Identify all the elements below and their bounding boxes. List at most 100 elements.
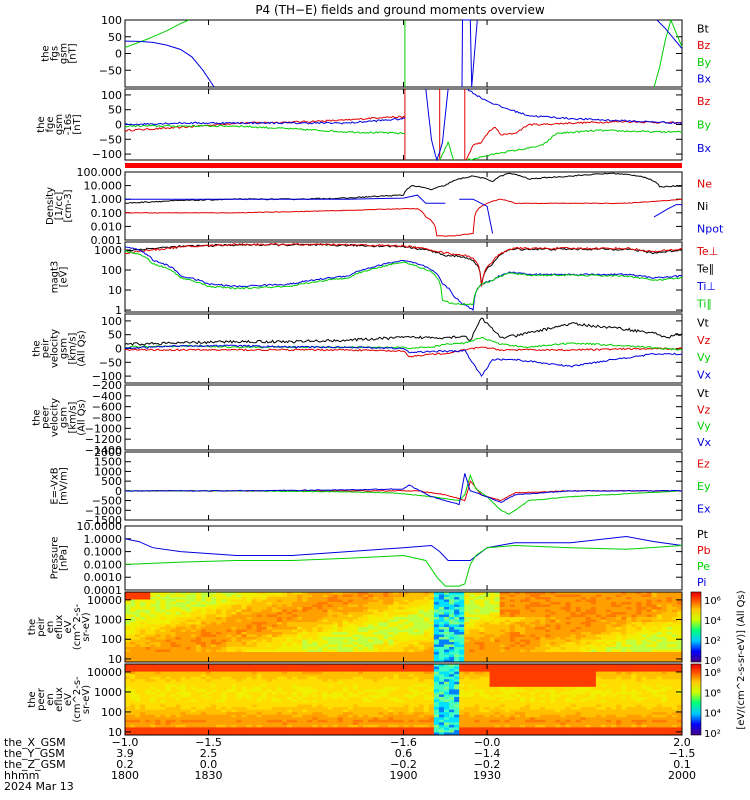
spectrogram-cell <box>312 659 319 662</box>
spectrogram-cell <box>621 599 627 603</box>
spectrogram-cell <box>600 592 607 596</box>
spectrogram-cell <box>307 597 313 601</box>
spectrogram-cell <box>504 622 511 626</box>
spectrogram-cell <box>246 597 253 601</box>
spectrogram-cell <box>433 604 440 608</box>
spectrogram-cell <box>378 619 384 623</box>
spectrogram-cell <box>616 639 622 643</box>
spectrogram-cell <box>226 654 232 658</box>
spectrogram-cell <box>130 696 136 701</box>
spectrogram-cell <box>170 639 177 643</box>
spectrogram-cell <box>322 679 329 683</box>
spectrogram-cell <box>606 597 612 601</box>
spectrogram-cell <box>504 647 511 651</box>
spectrogram-cell <box>200 709 207 713</box>
spectrogram-cell <box>226 681 232 685</box>
spectrogram-cell <box>211 602 217 606</box>
spectrogram-cell <box>519 627 526 631</box>
spectrogram-cell <box>256 679 263 683</box>
spectrogram-cell <box>327 624 334 628</box>
spectrogram-cell <box>317 724 324 728</box>
spectrogram-cell <box>489 622 496 626</box>
spectrogram-cell <box>140 614 146 618</box>
spectrogram-cell <box>261 681 268 685</box>
spectrogram-cell <box>266 639 273 643</box>
spectrogram-cell <box>165 644 172 648</box>
spectrogram-cell <box>200 659 207 662</box>
spectrogram-cell <box>550 604 557 608</box>
spectrogram-cell <box>575 594 582 598</box>
spectrogram-cell <box>195 632 202 636</box>
spectrogram-cell <box>595 609 602 613</box>
spectrogram-cell <box>626 639 632 643</box>
spectrogram-cell <box>479 644 486 648</box>
spectrogram-cell <box>362 597 369 601</box>
spectrogram-cell <box>373 647 379 651</box>
spectrogram-cell <box>621 644 627 648</box>
spectrogram-cell <box>519 657 526 661</box>
spectrogram-cell <box>600 649 607 653</box>
spectrogram-cell <box>408 612 415 616</box>
spectrogram-cell <box>651 634 658 638</box>
spectrogram-cell <box>276 664 283 668</box>
spectrogram-cell <box>302 689 308 693</box>
spectrogram-cell <box>565 649 572 653</box>
spectrogram-cell <box>281 592 288 596</box>
spectrogram-cell <box>580 609 587 613</box>
spectrogram-cell <box>216 642 222 646</box>
spectrogram-cell <box>337 669 344 673</box>
spectrogram-cell <box>352 602 359 606</box>
spectrogram-cell <box>342 609 349 613</box>
spectrogram-cell <box>606 659 612 662</box>
spectrogram-cell <box>433 627 440 631</box>
spectrogram-cell <box>489 614 496 618</box>
spectrogram-cell <box>327 647 334 651</box>
spectrogram-cell <box>504 659 511 662</box>
spectrogram-cell <box>281 664 288 668</box>
spectrogram-cell <box>180 657 187 661</box>
spectrogram-cell <box>281 617 288 621</box>
spectrogram-cell <box>464 647 470 651</box>
spectrogram-cell <box>530 627 536 631</box>
spectrogram-cell <box>616 634 622 638</box>
spectrogram-cell <box>393 612 400 616</box>
spectrogram-cell <box>251 699 258 703</box>
spectrogram-cell <box>352 622 359 626</box>
spectrogram-cell <box>292 664 298 668</box>
spectrogram-cell <box>656 652 663 656</box>
spectrogram-cell <box>342 719 349 723</box>
spectrogram-cell <box>509 622 516 626</box>
spectrogram-cell <box>388 729 394 734</box>
spectrogram-cell <box>570 644 577 648</box>
spectrogram-cell <box>206 702 212 706</box>
spectrogram-cell <box>226 617 232 621</box>
spectrogram-cell <box>525 604 531 608</box>
spectrogram-cell <box>287 707 293 711</box>
spectrogram-cell <box>135 594 141 598</box>
spectrogram-cell <box>352 657 359 661</box>
spectrogram-cell <box>246 722 253 726</box>
spectrogram-cell <box>175 597 182 601</box>
spectrogram-cell <box>484 632 491 636</box>
spectrogram-cell <box>160 647 167 651</box>
spectrogram-cell <box>292 696 298 701</box>
spectrogram-cell <box>165 724 172 728</box>
spectrogram-cell <box>317 717 324 721</box>
spectrogram-cell <box>565 617 572 621</box>
spectrogram-cell <box>575 592 582 596</box>
spectrogram-cell <box>469 609 475 613</box>
spectrogram-cell <box>165 599 172 603</box>
spectrogram-cell <box>185 707 192 711</box>
spectrogram-cell <box>307 686 313 690</box>
spectrogram-cell <box>241 617 248 621</box>
spectrogram-cell <box>236 644 243 648</box>
spectrogram-cell <box>347 684 354 688</box>
spectrogram-cell <box>130 604 136 608</box>
spectrogram-cell <box>165 684 172 688</box>
spectrogram-cell <box>190 709 197 713</box>
spectrogram-cell <box>180 679 187 683</box>
spectrogram-cell <box>545 592 551 596</box>
spectrogram-cell <box>545 654 551 658</box>
spectrogram-cell <box>261 666 268 670</box>
spectrogram-cell <box>514 659 521 662</box>
